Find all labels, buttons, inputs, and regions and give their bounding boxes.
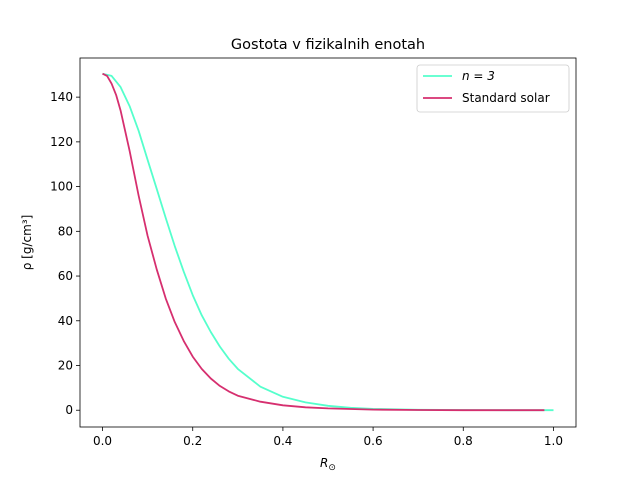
chart-title: Gostota v fizikalnih enotah — [231, 37, 425, 53]
x-axis-label-subscript: ⊙ — [328, 463, 336, 473]
y-tick-label: 0 — [65, 403, 73, 417]
series-line-1 — [102, 72, 545, 412]
y-tick-label: 140 — [50, 90, 73, 104]
legend: n = 3 Standard solar — [416, 64, 570, 113]
x-tick-label: 0.2 — [183, 434, 202, 448]
x-axis-ticks: 0.0 0.2 0.4 0.6 0.8 1.0 — [93, 427, 563, 448]
x-tick-label: 0.4 — [273, 434, 292, 448]
y-tick-label: 40 — [58, 314, 73, 328]
y-tick-label: 60 — [58, 269, 73, 283]
x-tick-label: 0.8 — [454, 434, 473, 448]
x-tick-label: 1.0 — [544, 434, 563, 448]
y-tick-label: 120 — [50, 135, 73, 149]
plot-frame — [79, 57, 577, 428]
plot-lines — [102, 72, 554, 412]
y-tick-label: 20 — [58, 359, 73, 373]
x-axis-label: R⊙ — [320, 456, 336, 473]
legend-label-standard-solar: Standard solar — [462, 91, 550, 105]
y-tick-label: 80 — [58, 224, 73, 238]
x-tick-label: 0.0 — [93, 434, 112, 448]
legend-box — [416, 64, 570, 113]
y-axis-label: ρ [g/cm³] — [20, 215, 34, 271]
y-tick-label: 100 — [50, 180, 73, 194]
series-line-0 — [102, 72, 554, 412]
x-tick-label: 0.6 — [364, 434, 383, 448]
y-axis-ticks: 0 20 40 60 80 100 120 140 — [50, 90, 80, 417]
legend-label-n3: n = 3 — [462, 69, 495, 83]
